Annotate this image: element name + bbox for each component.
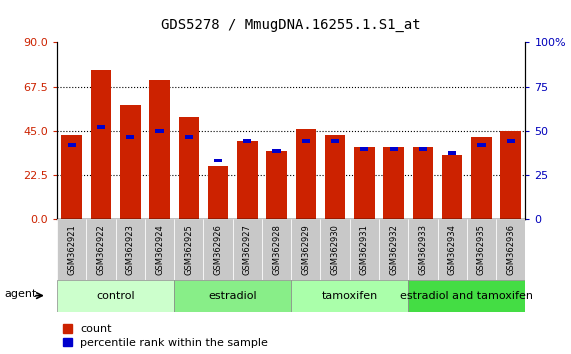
Bar xyxy=(325,135,345,219)
Bar xyxy=(243,139,251,143)
Bar xyxy=(62,135,82,219)
Bar xyxy=(349,219,379,280)
Bar xyxy=(155,129,164,133)
Bar xyxy=(500,131,521,219)
Bar xyxy=(506,139,515,143)
Bar xyxy=(149,80,170,219)
Bar xyxy=(496,219,525,280)
Bar xyxy=(179,117,199,219)
Bar xyxy=(203,219,233,280)
Text: agent: agent xyxy=(5,289,37,299)
Bar xyxy=(120,105,140,219)
Text: estradiol: estradiol xyxy=(208,291,257,301)
Text: GSM362929: GSM362929 xyxy=(301,224,311,275)
Bar xyxy=(97,125,105,129)
Bar xyxy=(419,147,427,151)
Bar xyxy=(208,166,228,219)
Bar xyxy=(471,137,492,219)
Bar xyxy=(174,219,203,280)
Bar xyxy=(320,219,349,280)
Text: GSM362921: GSM362921 xyxy=(67,224,77,275)
Bar xyxy=(379,219,408,280)
Bar xyxy=(291,280,408,312)
Bar xyxy=(237,141,258,219)
Bar xyxy=(57,280,174,312)
Legend: count, percentile rank within the sample: count, percentile rank within the sample xyxy=(63,324,268,348)
Bar xyxy=(442,155,463,219)
Bar xyxy=(266,151,287,219)
Bar xyxy=(291,219,320,280)
Text: tamoxifen: tamoxifen xyxy=(321,291,378,301)
Text: GSM362922: GSM362922 xyxy=(96,224,106,275)
Bar xyxy=(272,149,281,153)
Text: GDS5278 / MmugDNA.16255.1.S1_at: GDS5278 / MmugDNA.16255.1.S1_at xyxy=(162,18,421,32)
Text: GSM362925: GSM362925 xyxy=(184,224,194,275)
Bar xyxy=(126,135,134,139)
Bar xyxy=(383,147,404,219)
Text: GSM362930: GSM362930 xyxy=(331,224,340,275)
Bar xyxy=(174,280,291,312)
Bar xyxy=(408,219,437,280)
Bar xyxy=(413,147,433,219)
Bar xyxy=(448,151,456,155)
Bar xyxy=(437,219,467,280)
Bar xyxy=(91,70,111,219)
Bar xyxy=(145,219,174,280)
Text: estradiol and tamoxifen: estradiol and tamoxifen xyxy=(400,291,533,301)
Bar xyxy=(360,147,368,151)
Bar xyxy=(262,219,291,280)
Bar xyxy=(67,143,76,147)
Bar xyxy=(477,143,485,147)
Bar xyxy=(331,139,339,143)
Text: GSM362931: GSM362931 xyxy=(360,224,369,275)
Bar xyxy=(296,129,316,219)
Text: GSM362923: GSM362923 xyxy=(126,224,135,275)
Bar xyxy=(86,219,115,280)
Text: GSM362936: GSM362936 xyxy=(506,224,515,275)
Bar xyxy=(354,147,375,219)
Bar xyxy=(233,219,262,280)
Text: GSM362934: GSM362934 xyxy=(448,224,457,275)
Text: GSM362932: GSM362932 xyxy=(389,224,398,275)
Bar xyxy=(57,219,86,280)
Text: GSM362933: GSM362933 xyxy=(419,224,428,275)
Bar xyxy=(408,280,525,312)
Bar xyxy=(184,135,193,139)
Bar xyxy=(467,219,496,280)
Text: GSM362935: GSM362935 xyxy=(477,224,486,275)
Text: GSM362928: GSM362928 xyxy=(272,224,281,275)
Text: control: control xyxy=(96,291,135,301)
Bar xyxy=(389,147,398,151)
Bar xyxy=(214,159,222,162)
Bar xyxy=(115,219,145,280)
Text: GSM362926: GSM362926 xyxy=(214,224,223,275)
Text: GSM362927: GSM362927 xyxy=(243,224,252,275)
Bar xyxy=(301,139,310,143)
Text: GSM362924: GSM362924 xyxy=(155,224,164,275)
